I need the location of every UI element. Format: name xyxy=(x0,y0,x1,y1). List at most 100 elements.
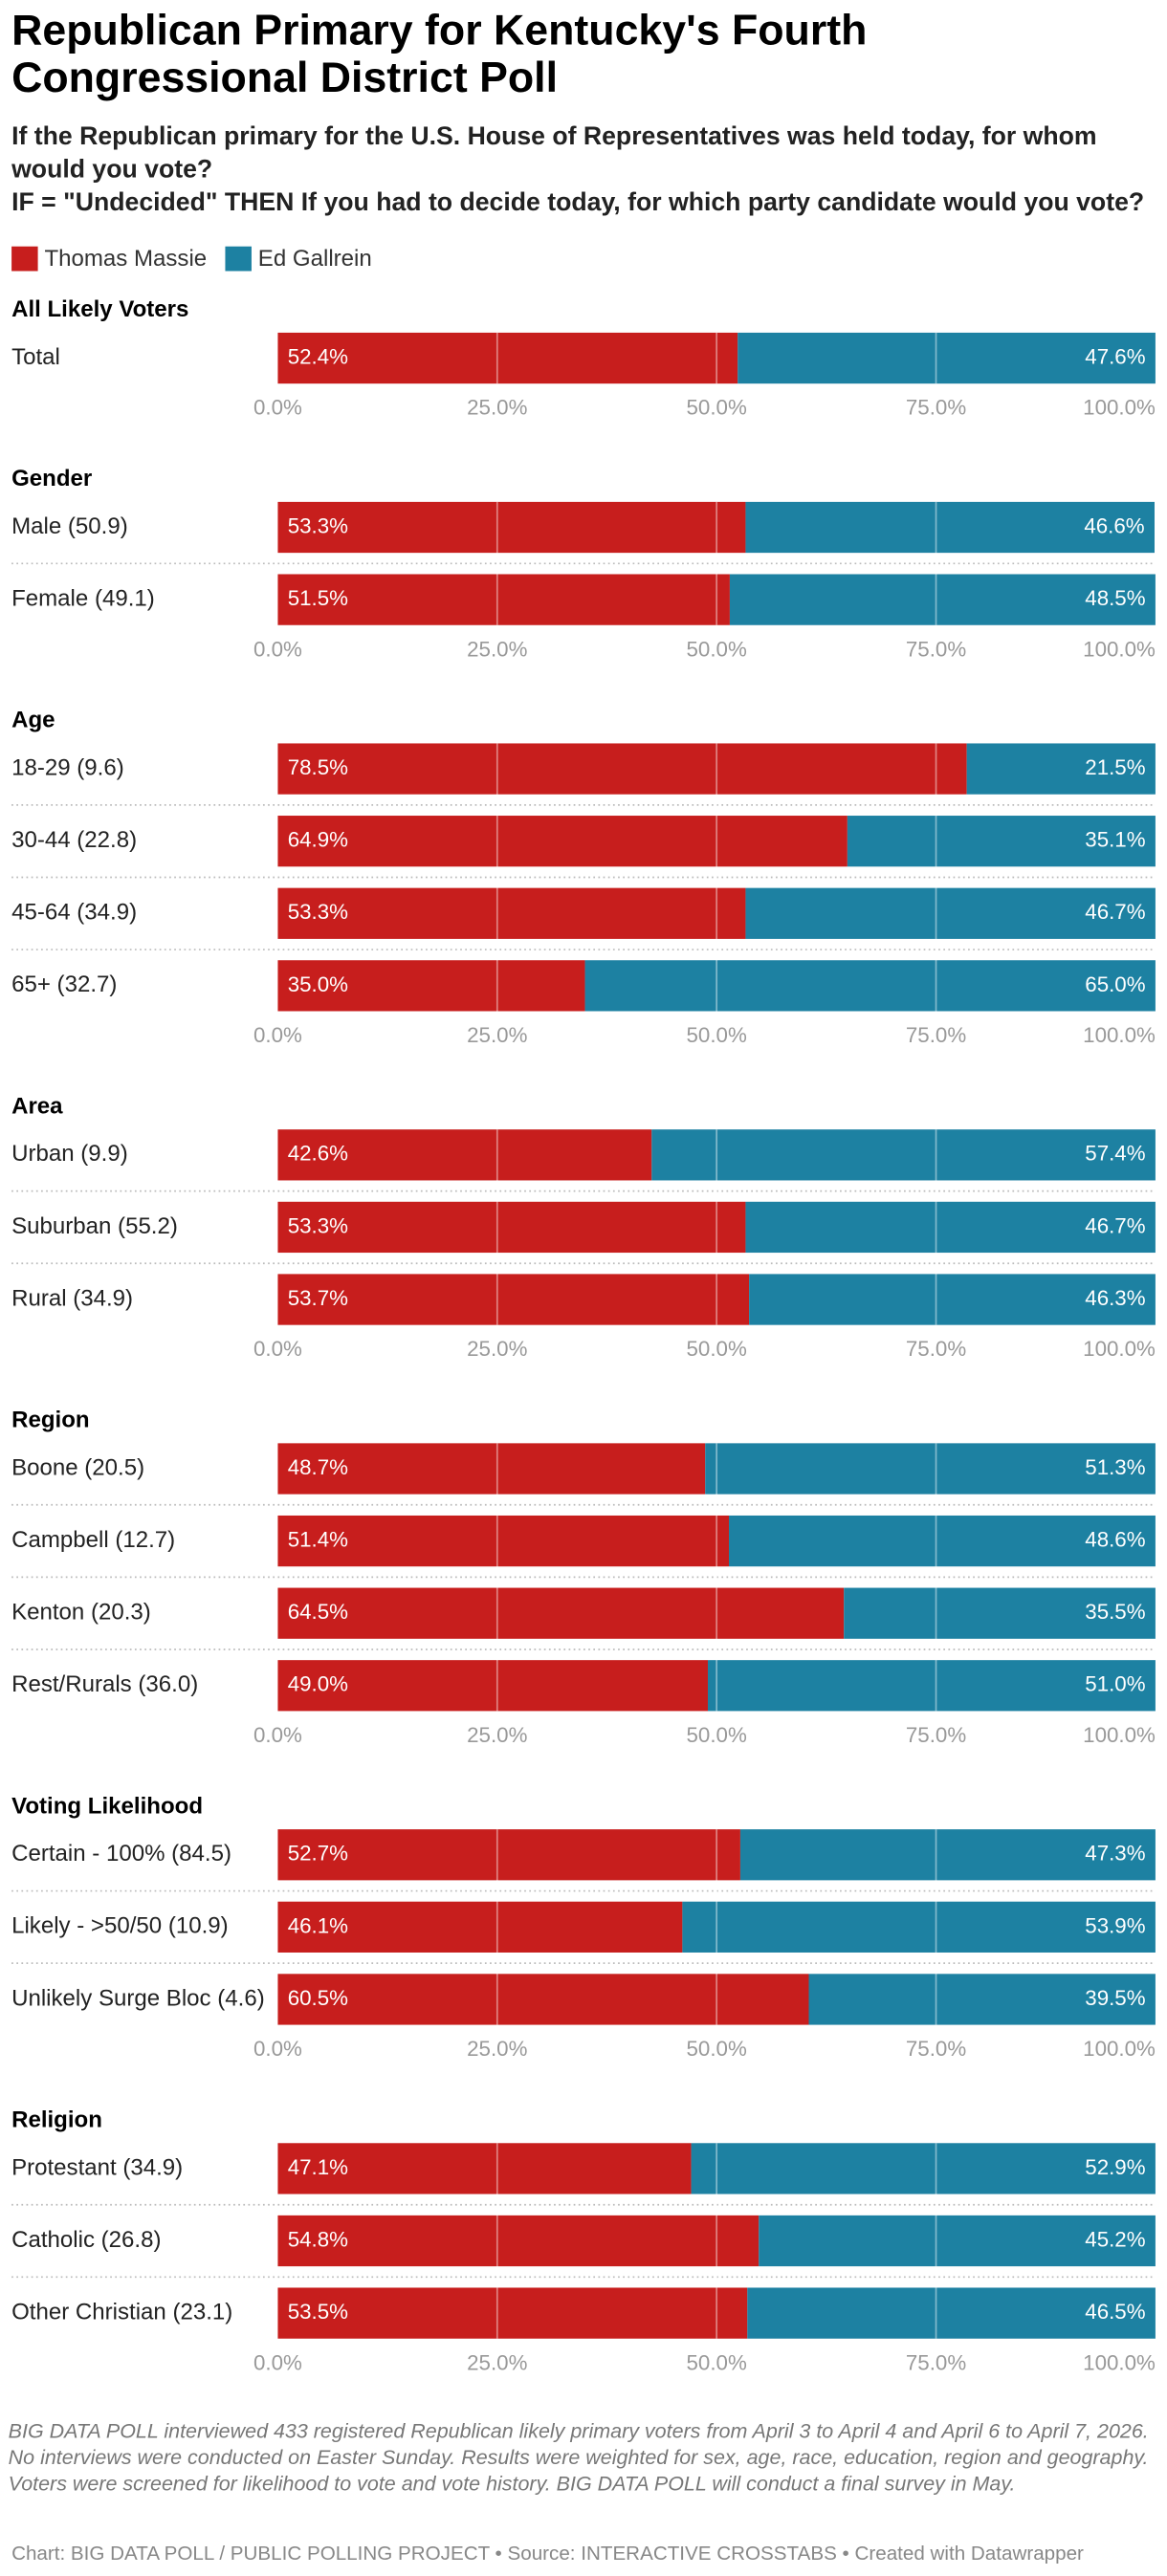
row-label: Total xyxy=(11,344,60,370)
x-tick-label: 75.0% xyxy=(906,1337,966,1361)
bar-segment xyxy=(277,1587,845,1639)
group-title: Area xyxy=(11,1093,63,1119)
value-label: 53.3% xyxy=(288,1213,348,1237)
x-tick-label: 100.0% xyxy=(1083,637,1156,661)
bar-segment xyxy=(808,1974,1156,2025)
bar-segment xyxy=(749,1274,1156,1325)
bar-segment xyxy=(759,2215,1156,2267)
value-label: 35.1% xyxy=(1085,828,1145,852)
value-label: 45.2% xyxy=(1085,2227,1145,2251)
bar-segment xyxy=(705,1443,1156,1495)
group-title: Region xyxy=(11,1408,90,1433)
x-tick-label: 50.0% xyxy=(687,2037,747,2061)
x-tick-label: 25.0% xyxy=(467,1023,527,1047)
subtitle: IF = "Undecided" THEN If you had to deci… xyxy=(11,188,1145,217)
value-label: 35.5% xyxy=(1085,1600,1145,1624)
x-tick-label: 0.0% xyxy=(253,396,302,420)
bar-segment xyxy=(277,574,730,625)
value-label: 47.6% xyxy=(1085,344,1145,368)
value-label: 46.5% xyxy=(1085,2300,1145,2324)
value-label: 52.9% xyxy=(1085,2155,1145,2179)
value-label: 35.0% xyxy=(288,972,348,996)
bar-segment xyxy=(584,960,1156,1012)
value-label: 64.5% xyxy=(288,1600,348,1624)
x-tick-label: 25.0% xyxy=(467,637,527,661)
x-tick-label: 50.0% xyxy=(687,637,747,661)
bar-segment xyxy=(277,1515,730,1567)
row-label: Urban (9.9) xyxy=(11,1141,128,1167)
bar-segment xyxy=(745,887,1156,939)
value-label: 51.5% xyxy=(288,586,348,610)
x-tick-label: 0.0% xyxy=(253,1337,302,1361)
bar-segment xyxy=(277,2143,692,2194)
value-label: 49.0% xyxy=(288,1672,348,1696)
value-label: 57.4% xyxy=(1085,1142,1145,1166)
bar-segment xyxy=(277,1129,652,1181)
x-tick-label: 100.0% xyxy=(1083,396,1156,420)
value-label: 51.3% xyxy=(1085,1455,1145,1479)
row-label: Female (49.1) xyxy=(11,585,155,611)
bar-segment xyxy=(682,1901,1156,1953)
x-tick-label: 50.0% xyxy=(687,1337,747,1361)
row-label: Male (50.9) xyxy=(11,513,128,539)
row-label: 18-29 (9.6) xyxy=(11,754,124,780)
row-label: Campbell (12.7) xyxy=(11,1527,175,1553)
bar-segment xyxy=(277,2287,748,2339)
value-label: 48.6% xyxy=(1085,1527,1145,1551)
value-label: 47.3% xyxy=(1085,1842,1145,1866)
bar-segment xyxy=(277,2215,760,2267)
group-title: Religion xyxy=(11,2107,102,2132)
row-label: 65+ (32.7) xyxy=(11,971,117,997)
value-label: 46.7% xyxy=(1085,1213,1145,1237)
row-label: Kenton (20.3) xyxy=(11,1600,151,1626)
x-tick-label: 100.0% xyxy=(1083,1337,1156,1361)
row-label: Rest/Rurals (36.0) xyxy=(11,1671,198,1697)
x-tick-label: 100.0% xyxy=(1083,1023,1156,1047)
value-label: 53.3% xyxy=(288,513,348,537)
bar-segment xyxy=(729,574,1156,625)
bar-segment xyxy=(847,816,1156,867)
bar-segment xyxy=(277,960,585,1012)
x-tick-label: 75.0% xyxy=(906,2037,966,2061)
x-tick-label: 75.0% xyxy=(906,1723,966,1747)
bar-segment xyxy=(277,743,967,795)
value-label: 48.7% xyxy=(288,1455,348,1479)
x-tick-label: 0.0% xyxy=(253,637,302,661)
group-title: Gender xyxy=(11,466,92,491)
bar-segment xyxy=(651,1129,1156,1181)
x-tick-label: 75.0% xyxy=(906,637,966,661)
group-title: All Likely Voters xyxy=(11,296,188,322)
legend-swatch xyxy=(225,246,252,272)
value-label: 53.5% xyxy=(288,2300,348,2324)
row-label: Rural (34.9) xyxy=(11,1285,133,1311)
value-label: 65.0% xyxy=(1085,972,1145,996)
x-tick-label: 25.0% xyxy=(467,2350,527,2374)
bar-segment xyxy=(745,1201,1156,1254)
x-tick-label: 50.0% xyxy=(687,1723,747,1747)
value-label: 53.3% xyxy=(288,900,348,924)
row-label: Catholic (26.8) xyxy=(11,2227,161,2253)
bar-segment xyxy=(277,501,746,554)
value-label: 47.1% xyxy=(288,2155,348,2179)
value-label: 42.6% xyxy=(288,1142,348,1166)
value-label: 46.3% xyxy=(1085,1286,1145,1310)
bar-segment xyxy=(277,816,848,867)
bar-segment xyxy=(966,743,1156,795)
notes-box: BIG DATA POLL interviewed 433 registered… xyxy=(8,2419,1149,2496)
x-tick-label: 0.0% xyxy=(253,2037,302,2061)
row-label: 30-44 (22.8) xyxy=(11,827,137,853)
x-tick-label: 75.0% xyxy=(906,1023,966,1047)
bar-segment xyxy=(277,1829,740,1881)
row-label: Unlikely Surge Bloc (4.6) xyxy=(11,1985,265,2011)
notes: BIG DATA POLL interviewed 433 registered… xyxy=(8,2419,1149,2496)
bar-segment xyxy=(277,1443,706,1495)
value-label: 39.5% xyxy=(1085,1986,1145,2010)
bar-segment xyxy=(277,1660,708,1712)
value-label: 46.7% xyxy=(1085,900,1145,924)
x-tick-label: 25.0% xyxy=(467,396,527,420)
value-label: 53.7% xyxy=(288,1286,348,1310)
value-label: 60.5% xyxy=(288,1986,348,2010)
bar-segment xyxy=(277,1974,809,2025)
